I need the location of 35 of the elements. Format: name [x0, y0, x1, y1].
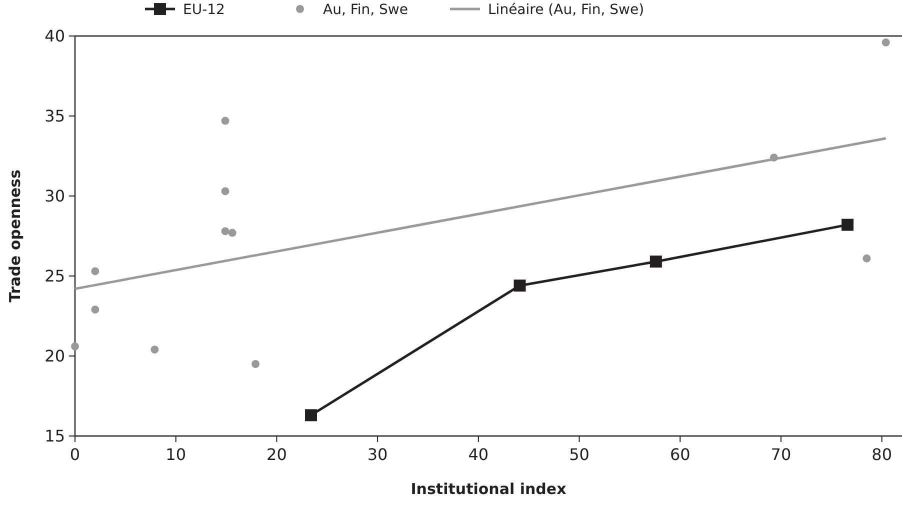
- x-tick-label: 60: [670, 445, 690, 464]
- y-axis-title: Trade openness: [6, 170, 24, 302]
- y-tick-label: 40: [44, 26, 65, 46]
- y-tick-label: 35: [44, 106, 65, 126]
- y-tick-label: 20: [44, 346, 65, 366]
- point: [221, 116, 230, 125]
- point: [221, 227, 230, 236]
- point: [91, 306, 100, 314]
- point: [221, 187, 230, 196]
- point: [514, 280, 526, 292]
- y-tick-label: 25: [44, 266, 65, 286]
- x-tick-label: 10: [166, 445, 186, 464]
- x-tick-label: 30: [367, 445, 388, 464]
- x-axis-title: Institutional index: [410, 480, 567, 498]
- point: [150, 346, 159, 354]
- point: [91, 267, 100, 276]
- legend-label: Au, Fin, Swe: [323, 2, 408, 18]
- x-tick-label: 80: [872, 445, 892, 464]
- legend-label: Linéaire (Au, Fin, Swe): [488, 2, 644, 18]
- point: [862, 254, 871, 262]
- x-tick-label: 40: [468, 445, 489, 464]
- y-tick-label: 30: [44, 186, 65, 206]
- point: [842, 218, 854, 231]
- point: [252, 360, 260, 368]
- point: [650, 256, 662, 268]
- x-tick-label: 70: [770, 445, 792, 464]
- legend-label: EU-12: [183, 2, 225, 18]
- x-tick-label: 0: [70, 445, 80, 464]
- point: [71, 342, 79, 350]
- point: [228, 228, 236, 237]
- point: [305, 409, 317, 422]
- x-tick-label: 50: [569, 445, 590, 464]
- x-tick-label: 20: [266, 445, 287, 464]
- point: [882, 38, 890, 46]
- y-tick-label: 15: [44, 426, 65, 446]
